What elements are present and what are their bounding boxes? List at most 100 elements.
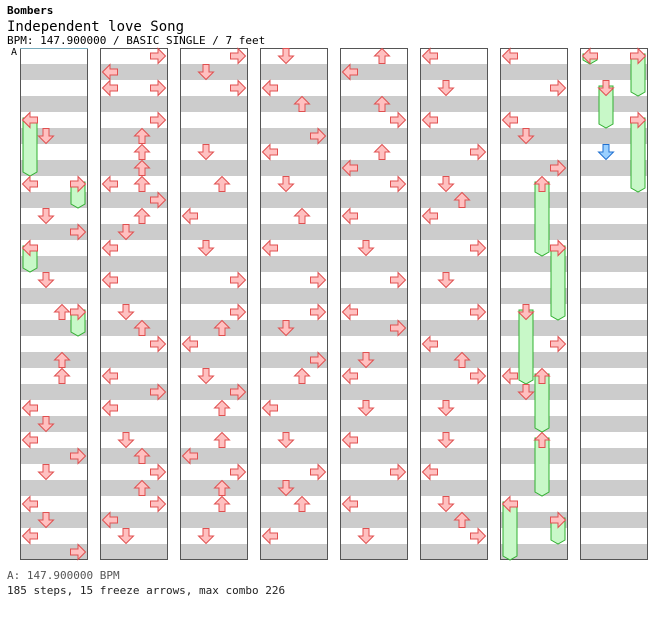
arrow-shape xyxy=(390,111,407,129)
beat-stripe xyxy=(340,64,408,80)
beat-stripe xyxy=(100,544,168,560)
step-arrow-right xyxy=(150,383,167,401)
step-arrow-left xyxy=(21,111,38,129)
step-arrow-left xyxy=(341,63,358,81)
step-arrow-left xyxy=(341,431,358,449)
step-arrow-left xyxy=(101,367,118,385)
column-border xyxy=(500,48,568,560)
step-arrow-right xyxy=(150,495,167,513)
arrow-shape xyxy=(150,495,167,513)
arrow-shape xyxy=(150,191,167,209)
arrow-shape xyxy=(341,207,358,225)
arrow-shape xyxy=(213,479,231,496)
step-arrow-down xyxy=(117,224,135,241)
beat-stripe xyxy=(180,448,248,464)
beat-stripe xyxy=(580,544,648,560)
step-arrow-down xyxy=(197,368,215,385)
arrow-shape xyxy=(501,367,518,385)
beat-stripe xyxy=(340,192,408,208)
beat-stripe xyxy=(420,160,488,176)
step-arrow-right xyxy=(230,463,247,481)
step-arrow-right xyxy=(390,111,407,129)
arrow-shape xyxy=(213,175,231,192)
arrow-shape xyxy=(37,464,55,481)
step-arrow-down xyxy=(37,512,55,529)
step-arrow-right xyxy=(310,271,327,289)
step-arrow-up xyxy=(53,351,71,368)
arrow-shape xyxy=(150,463,167,481)
arrow-shape xyxy=(341,63,358,81)
step-arrow-up xyxy=(213,431,231,448)
step-arrow-left xyxy=(101,239,118,257)
arrow-shape xyxy=(261,79,278,97)
arrow-shape xyxy=(21,431,38,449)
beat-stripe xyxy=(580,288,648,304)
step-arrow-right xyxy=(70,447,87,465)
song-title: Independent love Song xyxy=(7,19,185,35)
step-arrow-left xyxy=(341,367,358,385)
arrow-shape xyxy=(197,368,215,385)
beat-stripe xyxy=(100,96,168,112)
arrow-shape xyxy=(21,399,38,417)
beat-stripe xyxy=(580,352,648,368)
bpm-marker: A xyxy=(11,47,18,58)
arrow-shape xyxy=(581,47,598,65)
beat-stripe xyxy=(260,192,328,208)
beat-stripe xyxy=(260,64,328,80)
step-arrow-left xyxy=(101,63,118,81)
arrow-shape xyxy=(101,63,118,81)
freeze-head-down xyxy=(517,304,535,321)
step-arrow-up xyxy=(53,367,71,384)
beat-stripe xyxy=(420,480,488,496)
step-arrow-down xyxy=(437,176,455,193)
beat-stripe xyxy=(100,64,168,80)
chart-column xyxy=(340,48,408,560)
arrow-shape xyxy=(197,64,215,81)
arrow-shape xyxy=(293,95,311,112)
step-arrow-left xyxy=(261,79,278,97)
freeze-head-down xyxy=(597,80,615,97)
beat-stripe xyxy=(420,64,488,80)
beat-stripe xyxy=(20,96,88,112)
arrow-shape xyxy=(550,511,567,529)
step-arrow-right xyxy=(230,79,247,97)
arrow-shape xyxy=(70,223,87,241)
arrow-shape xyxy=(533,367,551,384)
step-arrow-left xyxy=(101,175,118,193)
artist-name: Bombers xyxy=(7,4,54,17)
beat-stripe xyxy=(260,544,328,560)
column-border xyxy=(420,48,488,560)
freeze-body xyxy=(550,245,566,321)
arrow-shape xyxy=(470,303,487,321)
step-arrow-right xyxy=(310,303,327,321)
arrow-shape xyxy=(133,479,151,496)
freeze-head-left xyxy=(21,239,38,257)
step-arrow-left xyxy=(21,495,38,513)
beat-stripe xyxy=(580,384,648,400)
step-arrow-down xyxy=(117,432,135,449)
step-arrow-up xyxy=(213,175,231,192)
step-arrow-up xyxy=(453,191,471,208)
step-arrow-down xyxy=(437,400,455,417)
beat-stripe xyxy=(100,416,168,432)
beat-stripe xyxy=(420,544,488,560)
arrow-shape xyxy=(150,335,167,353)
step-arrow-down xyxy=(117,528,135,545)
arrow-shape xyxy=(341,367,358,385)
beat-stripe xyxy=(100,192,168,208)
step-arrow-right xyxy=(470,527,487,545)
beat-stripe xyxy=(340,288,408,304)
chart-meta: BPM: 147.900000 / BASIC SINGLE / 7 feet xyxy=(7,34,266,47)
arrow-shape xyxy=(437,176,455,193)
step-arrow-down xyxy=(517,128,535,145)
beat-stripe xyxy=(180,544,248,560)
step-arrow-right xyxy=(150,47,167,65)
arrow-shape xyxy=(21,111,38,129)
arrow-shape xyxy=(357,400,375,417)
arrow-shape xyxy=(501,111,518,129)
arrow-shape xyxy=(421,207,438,225)
beat-stripe xyxy=(580,224,648,240)
step-arrow-right xyxy=(150,463,167,481)
step-arrow-right xyxy=(310,351,327,369)
